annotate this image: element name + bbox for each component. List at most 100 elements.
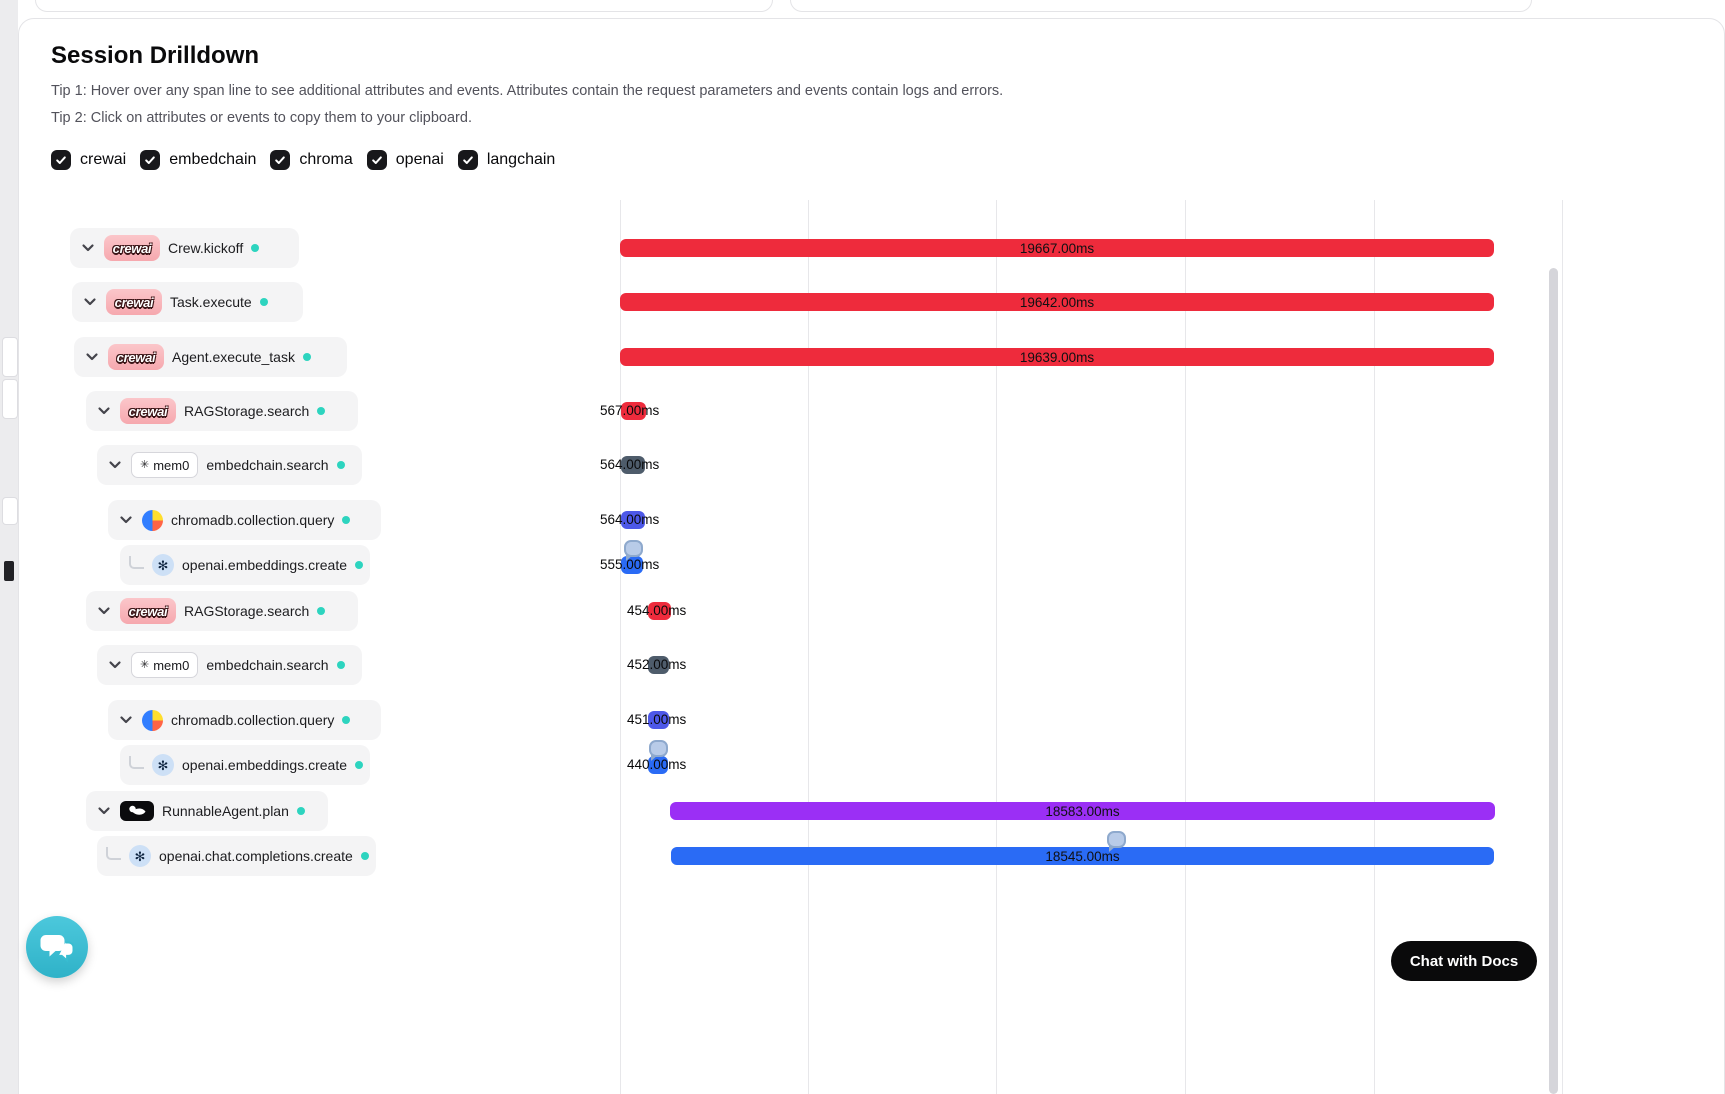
event-bubble-icon[interactable] bbox=[624, 540, 643, 561]
trace-row[interactable]: ✳ mem0 embedchain.search bbox=[97, 445, 362, 485]
span-name: RAGStorage.search bbox=[184, 603, 310, 619]
span-name: Crew.kickoff bbox=[168, 240, 244, 256]
trace-row[interactable]: crewai RAGStorage.search bbox=[86, 591, 358, 631]
filter-label: crewai bbox=[80, 151, 127, 168]
status-dot bbox=[355, 761, 364, 769]
status-dot bbox=[360, 852, 369, 860]
crewai-wordmark: crewai bbox=[116, 349, 156, 365]
span-bar[interactable]: 18583.00ms bbox=[670, 802, 1495, 820]
filter-chroma[interactable]: chroma bbox=[270, 150, 353, 170]
chevron-down-icon[interactable] bbox=[95, 403, 112, 420]
span-bar[interactable] bbox=[648, 602, 671, 620]
chat-widget-button[interactable] bbox=[26, 916, 88, 978]
span-bar[interactable]: 19639.00ms bbox=[620, 348, 1494, 366]
chevron-down-icon[interactable] bbox=[79, 240, 96, 257]
checkbox-checked-icon[interactable] bbox=[140, 150, 161, 170]
duration-label: 567.00ms bbox=[600, 403, 660, 418]
span-bar[interactable]: 19667.00ms bbox=[620, 239, 1494, 257]
trace-row[interactable]: chromadb.collection.query bbox=[108, 500, 381, 540]
tree-elbow-connector bbox=[129, 555, 144, 569]
sidebar-fragment bbox=[2, 379, 18, 419]
status-dot bbox=[317, 407, 326, 415]
trace-row[interactable]: ✳ mem0 embedchain.search bbox=[97, 645, 362, 685]
sidebar-fragment bbox=[4, 561, 14, 581]
chat-bubbles-icon bbox=[39, 930, 75, 964]
sidebar-fragment bbox=[2, 497, 18, 525]
tree-elbow-connector bbox=[129, 755, 144, 769]
filter-langchain[interactable]: langchain bbox=[457, 150, 555, 170]
filter-row: crewai embedchain chroma openai langchain bbox=[51, 150, 555, 170]
sidebar-fragment bbox=[2, 337, 18, 377]
span-name: Task.execute bbox=[170, 294, 252, 310]
span-bar[interactable] bbox=[621, 402, 646, 420]
mem0-icon: ✳ bbox=[140, 658, 150, 671]
mem0-logo-badge: ✳ mem0 bbox=[131, 452, 199, 478]
crewai-logo-badge: crewai bbox=[108, 344, 164, 370]
crewai-wordmark: crewai bbox=[112, 240, 152, 256]
checkbox-checked-icon[interactable] bbox=[457, 150, 478, 170]
filter-crewai[interactable]: crewai bbox=[51, 150, 126, 170]
filter-openai[interactable]: openai bbox=[366, 150, 444, 170]
span-bar[interactable] bbox=[621, 456, 645, 474]
span-bar[interactable]: 19642.00ms bbox=[620, 293, 1494, 311]
chat-with-docs-button[interactable]: Chat with Docs bbox=[1391, 941, 1537, 981]
span-name: embedchain.search bbox=[206, 657, 329, 673]
span-bar[interactable]: 18545.00ms bbox=[671, 847, 1494, 865]
checkbox-checked-icon[interactable] bbox=[366, 150, 387, 170]
span-name: RAGStorage.search bbox=[184, 403, 310, 419]
trace-row[interactable]: crewai Task.execute bbox=[72, 282, 303, 322]
chevron-down-icon[interactable] bbox=[95, 603, 112, 620]
mem0-logo-badge: ✳ mem0 bbox=[131, 652, 199, 678]
status-dot bbox=[336, 461, 345, 469]
openai-logo-icon: ✻ bbox=[152, 754, 174, 776]
trace-row[interactable]: ✻ openai.chat.completions.create bbox=[97, 836, 376, 876]
span-name: openai.chat.completions.create bbox=[159, 848, 353, 864]
vertical-scrollbar[interactable] bbox=[1549, 268, 1558, 1094]
status-dot bbox=[355, 561, 364, 569]
crewai-wordmark: crewai bbox=[128, 603, 168, 619]
span-name: chromadb.collection.query bbox=[171, 512, 335, 528]
openai-logo-icon: ✻ bbox=[129, 845, 151, 867]
trace-row[interactable]: chromadb.collection.query bbox=[108, 700, 381, 740]
langchain-logo-icon bbox=[120, 801, 154, 821]
duration-label: 19667.00ms bbox=[1019, 240, 1095, 256]
chevron-down-icon[interactable] bbox=[83, 349, 100, 366]
checkbox-checked-icon[interactable] bbox=[270, 150, 291, 170]
chroma-logo-icon bbox=[142, 709, 163, 731]
crewai-wordmark: crewai bbox=[128, 403, 168, 419]
chevron-down-icon[interactable] bbox=[95, 803, 112, 820]
status-dot bbox=[251, 244, 260, 252]
timeline-gridline bbox=[1562, 200, 1563, 1094]
chevron-down-icon[interactable] bbox=[106, 457, 123, 474]
duration-label: 440.00ms bbox=[627, 757, 687, 772]
trace-row[interactable]: ✻ openai.embeddings.create bbox=[120, 545, 370, 585]
timeline-gridline bbox=[808, 200, 809, 1094]
status-dot bbox=[296, 807, 305, 815]
chevron-down-icon[interactable] bbox=[81, 294, 98, 311]
span-bar[interactable] bbox=[621, 511, 645, 529]
chevron-down-icon[interactable] bbox=[117, 512, 134, 529]
status-dot bbox=[342, 716, 351, 724]
chroma-logo-icon bbox=[142, 509, 163, 531]
span-bar[interactable] bbox=[648, 656, 669, 674]
trace-row[interactable]: ✻ openai.embeddings.create bbox=[120, 745, 370, 785]
trace-row[interactable]: crewai RAGStorage.search bbox=[86, 391, 358, 431]
event-bubble-icon[interactable] bbox=[649, 740, 668, 761]
checkbox-checked-icon[interactable] bbox=[51, 150, 71, 170]
duration-label: 555.00ms bbox=[600, 557, 660, 572]
span-bar[interactable] bbox=[648, 711, 669, 729]
chevron-down-icon[interactable] bbox=[117, 712, 134, 729]
trace-row[interactable]: crewai Agent.execute_task bbox=[74, 337, 347, 377]
trace-row[interactable]: crewai Crew.kickoff bbox=[70, 228, 299, 268]
filter-label: openai bbox=[395, 151, 444, 168]
trace-row[interactable]: RunnableAgent.plan bbox=[86, 791, 328, 831]
span-name: openai.embeddings.create bbox=[182, 557, 348, 573]
duration-label: 18545.00ms bbox=[1045, 848, 1120, 864]
chevron-down-icon[interactable] bbox=[106, 657, 123, 674]
status-dot bbox=[336, 661, 345, 669]
timeline-gridline bbox=[620, 200, 621, 1094]
filter-embedchain[interactable]: embedchain bbox=[140, 150, 256, 170]
event-bubble-icon[interactable] bbox=[1107, 831, 1126, 852]
